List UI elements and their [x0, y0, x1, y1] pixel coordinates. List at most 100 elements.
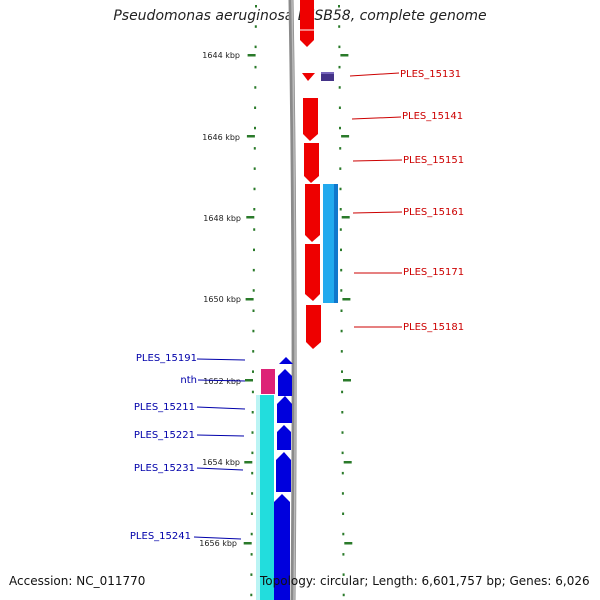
gene-label[interactable]: PLES_15211: [134, 402, 195, 413]
scale-ticks-major: [243, 54, 353, 545]
scale-tick: [341, 431, 344, 434]
purple-feature[interactable]: [321, 72, 334, 81]
rna-feature-left[interactable]: [256, 395, 274, 600]
scale-tick: [341, 471, 344, 475]
scale-tick: [339, 167, 342, 170]
gene-feature[interactable]: [276, 452, 291, 492]
scale-tick: [252, 350, 255, 353]
left-leader-lines: [193, 358, 246, 540]
scale-tick: [252, 289, 255, 292]
scale-tick: [253, 187, 256, 191]
scale-ticks-left: [250, 5, 257, 597]
scale-major-tick: [245, 298, 254, 301]
gene-feature[interactable]: [305, 244, 320, 301]
scale-tick: [254, 106, 257, 109]
scale-tick: [255, 5, 257, 8]
scale-tick: [252, 309, 255, 312]
gene-feature[interactable]: [278, 369, 292, 396]
gene-feature[interactable]: [279, 357, 293, 364]
scale-tick: [250, 593, 253, 597]
gene-feature[interactable]: [277, 396, 292, 423]
scale-tick: [338, 25, 341, 28]
scale-major-tick: [340, 54, 349, 57]
scale-tick: [338, 106, 341, 109]
gene-feature[interactable]: [306, 305, 321, 349]
scale-tick: [338, 65, 341, 69]
gene-feature[interactable]: [303, 98, 318, 141]
scale-tick: [253, 228, 256, 231]
gene-label[interactable]: PLES_15221: [134, 430, 195, 441]
gene-feature[interactable]: [300, 0, 314, 47]
gene-label[interactable]: PLES_15141: [402, 111, 463, 122]
scale-tick: [339, 126, 341, 130]
gene-label[interactable]: PLES_15191: [136, 353, 197, 364]
gene-label[interactable]: PLES_15161: [403, 207, 464, 218]
scale-tick: [251, 451, 254, 455]
scale-tick: [341, 492, 344, 495]
scale-tick: [340, 289, 343, 292]
scale-label: 1652 kbp: [203, 377, 241, 386]
gene-label[interactable]: PLES_15131: [400, 69, 461, 80]
scale-tick: [338, 45, 341, 49]
scale-label: 1644 kbp: [202, 51, 240, 60]
scale-tick: [341, 370, 343, 373]
scale-tick: [250, 532, 253, 536]
scale-major-tick: [244, 461, 253, 464]
rna-feature-right-shade: [334, 184, 338, 303]
forward-genes: [300, 0, 321, 349]
scale-tick: [339, 228, 342, 231]
gene-label[interactable]: PLES_15181: [403, 322, 464, 333]
scale-major-tick: [344, 542, 353, 545]
scale-tick: [252, 329, 255, 333]
scale-tick: [340, 329, 343, 333]
scale-tick: [251, 492, 254, 495]
scale-tick: [339, 187, 342, 191]
purple-feature-highlight: [321, 72, 334, 74]
gene-feature[interactable]: [304, 143, 319, 183]
gene-label[interactable]: PLES_15171: [403, 267, 464, 278]
gene-label[interactable]: PLES_15231: [134, 463, 195, 474]
scale-tick: [340, 350, 343, 353]
scale-tick: [339, 147, 342, 150]
scale-tick: [251, 431, 254, 434]
scale-tick: [342, 512, 345, 515]
scale-tick: [341, 390, 344, 394]
gene-feature[interactable]: [305, 184, 320, 242]
scale-tick: [250, 553, 253, 556]
scale-label: 1656 kbp: [199, 539, 237, 548]
scale-tick: [251, 390, 254, 394]
scale-tick: [252, 268, 255, 272]
scale-tick: [339, 208, 342, 211]
scale-tick: [342, 593, 345, 597]
gene-label[interactable]: PLES_15151: [403, 155, 464, 166]
scale-tick: [251, 471, 254, 475]
gene-feature[interactable]: [302, 73, 315, 81]
scale-major-tick: [245, 379, 253, 382]
scale-tick: [338, 86, 341, 89]
right-leader-lines: [349, 72, 403, 328]
scale-tick: [253, 248, 255, 252]
scale-tick: [341, 451, 344, 455]
scale-label: 1648 kbp: [203, 214, 241, 223]
scale-major-tick: [247, 54, 256, 57]
gene-feature[interactable]: [274, 494, 290, 600]
scale-tick: [340, 248, 342, 252]
reverse-genes: [274, 357, 293, 600]
genome-backbone: [288, 0, 297, 600]
scale-tick: [251, 411, 254, 414]
scale-label: 1646 kbp: [202, 133, 240, 142]
scale-tick: [252, 370, 254, 373]
scale-major-tick: [341, 216, 350, 219]
gene-label[interactable]: nth: [180, 375, 197, 386]
magenta-feature[interactable]: [261, 369, 275, 394]
accession-text: Accession: NC_011770: [9, 574, 146, 588]
scale-tick: [250, 573, 253, 576]
gene-feature[interactable]: [277, 425, 291, 450]
topology-text: Topology: circular; Length: 6,601,757 bp…: [260, 574, 590, 588]
gene-label[interactable]: PLES_15241: [130, 531, 191, 542]
scale-major-tick: [246, 216, 255, 219]
scale-tick: [338, 5, 340, 8]
scale-major-tick: [343, 379, 351, 382]
scale-tick: [340, 268, 343, 272]
